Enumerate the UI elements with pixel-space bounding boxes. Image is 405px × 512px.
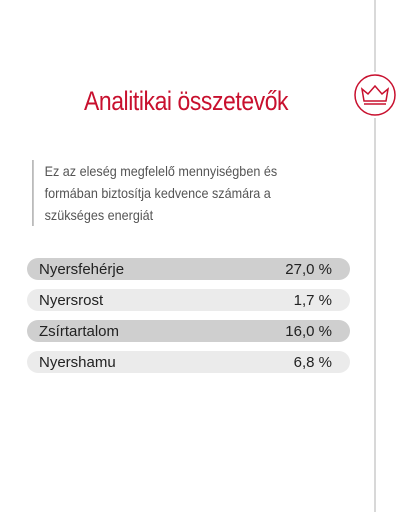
table-row: Zsírtartalom 16,0 % [27,320,350,342]
table-row: Nyershamu 6,8 % [27,351,350,373]
label: Nyershamu [39,353,116,371]
value: 1,7 % [293,291,332,309]
logo-crown [360,84,390,102]
table-row: Nyersrost 1,7 % [27,289,350,311]
logo-circle [354,74,396,116]
table-row: Nyersfehérje 27,0 % [27,258,350,280]
label: Nyersfehérje [39,260,125,278]
description: Ez az eleség megfelelő mennyiségben és f… [32,160,315,226]
value: 27,0 % [285,260,332,278]
table: Nyersfehérje 27,0 % Nyersrost 1,7 % Zsírtart… [27,258,350,382]
value: 6,8 % [293,353,332,371]
title: Analitikai összetevők [84,86,289,116]
label: Zsírtartalom [39,322,120,340]
label: Nyersrost [39,291,104,309]
value: 16,0 % [285,322,332,340]
